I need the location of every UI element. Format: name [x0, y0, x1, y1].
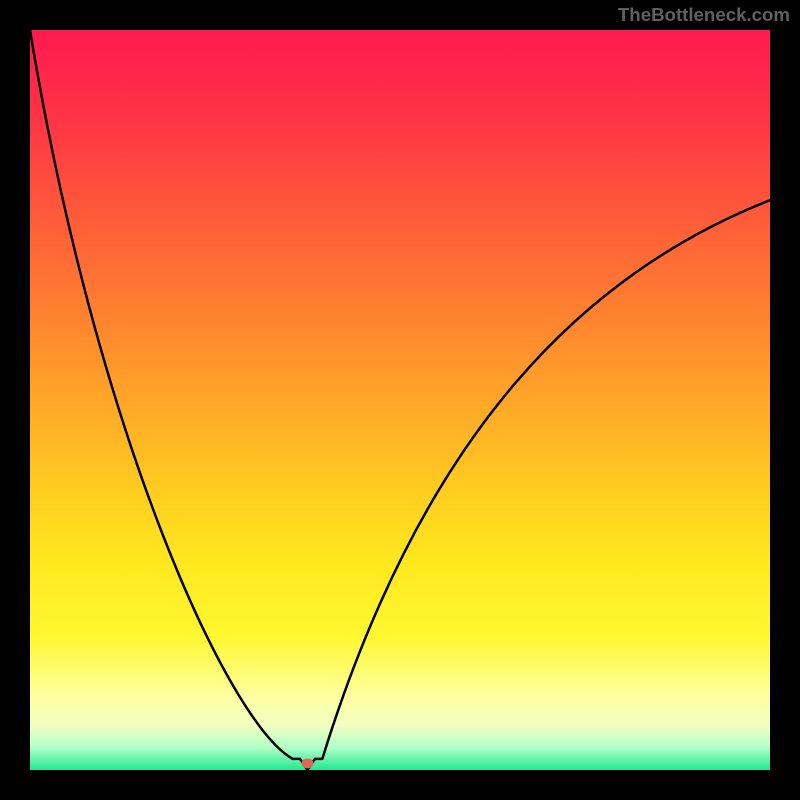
- chart-svg: [0, 0, 800, 800]
- watermark-text: TheBottleneck.com: [618, 4, 790, 26]
- bottleneck-chart: TheBottleneck.com: [0, 0, 800, 800]
- optimal-point-marker: [302, 758, 314, 768]
- chart-plot-background: [30, 30, 770, 770]
